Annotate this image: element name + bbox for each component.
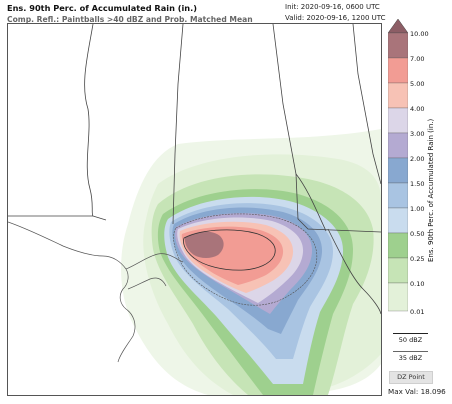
colorbar-tick-6: 1.50 (410, 180, 425, 188)
legend-line-35dbz (393, 351, 428, 352)
colorbar-tick-2: 5.00 (410, 80, 425, 88)
colorbar-title: Ens. 90th Perc. of Accumulated Rain (in.… (427, 118, 435, 262)
colorbar-band-7 (388, 207, 408, 234)
legend-line-50dbz (393, 333, 428, 334)
colorbar-top-triangle (388, 19, 408, 34)
colorbar-band-3 (388, 107, 408, 134)
legend-label-50dbz: 50 dBZ (398, 336, 423, 344)
colorbar-tick-1: 7.00 (410, 55, 425, 63)
dbz-contour-35 (173, 213, 318, 306)
colorbar-tick-7: 1.00 (410, 205, 425, 213)
colorbar-band-1 (388, 57, 408, 84)
state-boundaries (8, 24, 381, 315)
valid-time: Valid: 2020-09-16, 1200 UTC (285, 14, 386, 22)
colorbar-band-6 (388, 182, 408, 209)
colorbar-tick-3: 4.00 (410, 105, 425, 113)
colorbar-band-4 (388, 132, 408, 159)
colorbar-tick-10: 0.10 (410, 280, 425, 288)
colorbar-tick-11: 0.01 (410, 308, 425, 316)
colorbar-band-8 (388, 232, 408, 259)
colorbar (388, 19, 408, 312)
colorbar-band-10 (388, 282, 408, 312)
rainfall-map (7, 23, 382, 396)
map-subtitle: Comp. Refl.: Paintballs >40 dBZ and Prob… (7, 15, 253, 24)
colorbar-band-0 (388, 32, 408, 59)
colorbar-band-9 (388, 257, 408, 284)
legend-label-35dbz: 35 dBZ (398, 354, 423, 362)
colorbar-band-2 (388, 82, 408, 109)
dbz-contour-50 (183, 229, 276, 271)
dz-point-button[interactable]: DZ Point (389, 371, 433, 384)
colorbar-tick-5: 2.00 (410, 155, 425, 163)
colorbar-tick-8: 0.50 (410, 230, 425, 238)
init-time: Init: 2020-09-16, 0600 UTC (285, 3, 380, 11)
colorbar-tick-0: 10.00 (410, 30, 429, 38)
colorbar-tick-4: 3.00 (410, 130, 425, 138)
colorbar-tick-9: 0.25 (410, 255, 425, 263)
coastline (8, 221, 184, 363)
colorbar-band-5 (388, 157, 408, 184)
max-value: Max Val: 18.096 (388, 387, 446, 396)
map-title: Ens. 90th Perc. of Accumulated Rain (in.… (7, 3, 197, 13)
rain-contour-10.00 (184, 231, 224, 258)
